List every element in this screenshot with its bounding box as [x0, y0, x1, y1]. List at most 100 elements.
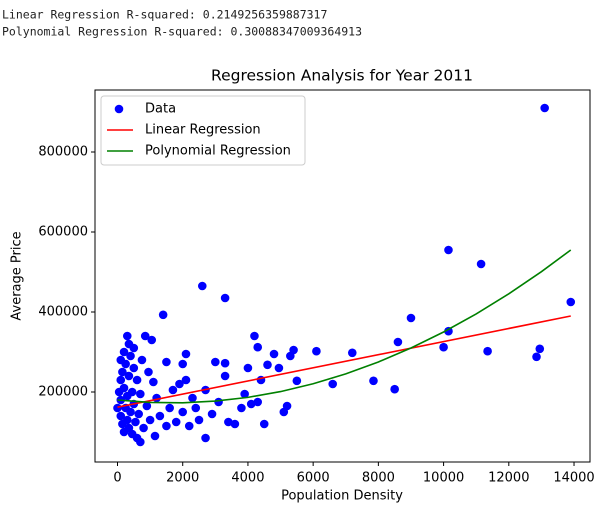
- data-point: [439, 342, 448, 352]
- data-point: [168, 385, 178, 395]
- legend-box: [100, 95, 306, 166]
- output-line: Polynomial Regression R-squared: 0.30088…: [2, 25, 362, 39]
- data-point: [136, 389, 145, 399]
- data-point: [207, 409, 217, 419]
- data-point: [162, 421, 171, 431]
- data-point: [144, 367, 153, 377]
- data-point: [250, 331, 259, 341]
- data-point: [113, 403, 122, 413]
- data-point: [126, 351, 135, 361]
- data-point: [269, 349, 279, 359]
- data-point: [165, 403, 174, 413]
- data-point: [184, 421, 194, 431]
- data-point: [532, 352, 541, 362]
- axes-frame: [94, 89, 591, 463]
- data-point: [116, 411, 126, 421]
- data-point: [289, 345, 298, 355]
- data-point: [142, 401, 152, 411]
- y-tick-label: 600000: [38, 225, 88, 240]
- legend-label: Linear Regression: [145, 123, 261, 138]
- data-point: [246, 399, 256, 409]
- data-point: [328, 379, 338, 389]
- x-tick-label: 4000: [231, 471, 264, 486]
- data-point: [230, 419, 240, 429]
- legend-label: Data: [145, 102, 176, 117]
- data-point: [201, 433, 210, 443]
- data-point: [211, 357, 220, 367]
- data-point: [253, 342, 263, 352]
- data-point: [220, 293, 230, 303]
- data-point: [483, 346, 492, 356]
- data-point: [140, 331, 150, 341]
- data-point: [540, 103, 549, 113]
- data-point: [131, 417, 140, 427]
- data-point: [347, 348, 357, 358]
- data-point: [393, 337, 403, 347]
- y-tick-label: 800000: [38, 145, 88, 160]
- data-point: [150, 431, 160, 441]
- x-tick-label: 10000: [423, 471, 464, 486]
- y-axis-label: Average Price: [10, 231, 25, 320]
- output-line: Linear Regression R-squared: 0.214925635…: [2, 8, 327, 22]
- data-point: [139, 423, 148, 433]
- data-point: [194, 415, 204, 425]
- data-point: [390, 384, 399, 394]
- data-point: [134, 409, 143, 419]
- data-point: [444, 245, 453, 255]
- data-point: [282, 401, 292, 411]
- data-point: [476, 259, 486, 269]
- data-point: [237, 403, 246, 413]
- x-tick-label: 14000: [553, 471, 594, 486]
- x-tick-label: 12000: [488, 471, 529, 486]
- data-point: [119, 347, 129, 357]
- data-point: [127, 387, 137, 397]
- data-point: [240, 389, 249, 399]
- data-point: [224, 417, 233, 427]
- data-point: [178, 407, 188, 417]
- data-point: [129, 363, 139, 373]
- x-tick-label: 2000: [166, 471, 199, 486]
- data-point: [136, 437, 145, 447]
- data-point: [121, 359, 130, 369]
- data-point: [116, 375, 126, 385]
- y-tick-label: 200000: [38, 385, 88, 400]
- data-point: [122, 331, 132, 341]
- data-point: [124, 371, 134, 381]
- legend-marker: [114, 104, 124, 114]
- data-point: [119, 383, 129, 393]
- data-point: [406, 313, 416, 323]
- data-point: [253, 397, 263, 407]
- y-tick-label: 400000: [38, 305, 88, 320]
- data-point: [220, 371, 230, 381]
- x-tick-label: 6000: [297, 471, 330, 486]
- data-point: [191, 403, 201, 413]
- data-point: [181, 349, 191, 359]
- data-point: [145, 415, 155, 425]
- data-point: [292, 376, 302, 386]
- data-point: [566, 297, 576, 307]
- data-point: [126, 407, 135, 417]
- data-point: [220, 358, 230, 368]
- data-point: [535, 344, 545, 354]
- data-point: [175, 379, 184, 389]
- data-point: [188, 393, 197, 403]
- data-point: [149, 377, 158, 387]
- plot-area: [113, 103, 576, 447]
- data-point: [444, 326, 453, 336]
- data-point: [214, 397, 223, 407]
- data-point: [263, 360, 272, 370]
- data-point: [312, 346, 321, 356]
- data-point: [137, 355, 147, 365]
- data-point: [369, 376, 378, 386]
- data-point: [162, 357, 171, 367]
- data-point: [118, 367, 127, 377]
- legend-label: Polynomial Regression: [145, 144, 291, 159]
- data-point: [129, 343, 139, 353]
- data-point: [147, 335, 157, 345]
- data-point: [132, 375, 142, 385]
- data-point: [158, 310, 168, 320]
- data-point: [122, 415, 132, 425]
- regression-line: [117, 315, 571, 408]
